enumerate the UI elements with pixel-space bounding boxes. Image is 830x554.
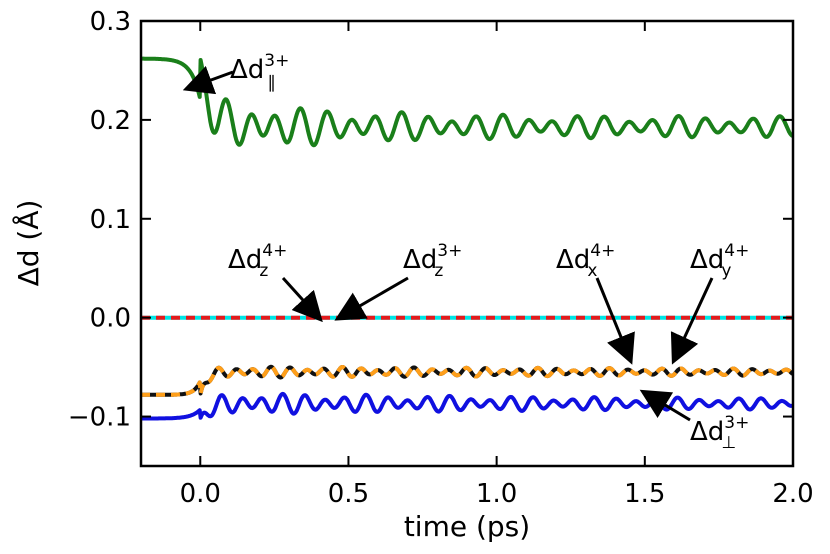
tick-layer: 0.0 0.5 1.0 1.5 2.0 −0.1 0.0 0.1 0.2 0.3 <box>68 7 814 509</box>
x-axis-label: time (ps) <box>404 510 530 543</box>
annotation-arrow-3 <box>595 277 635 365</box>
y-axis-label: Δd (Å) <box>11 200 45 287</box>
annotation-layer: Δd3+ ∥ Δd4+ z Δd3+ z Δd4+ x Δd4+ y Δd3+ ⊥ <box>228 51 749 453</box>
annotation-arrow-5 <box>639 389 691 422</box>
y-tick-label: 0.0 <box>90 304 131 334</box>
series-layer <box>139 56 795 421</box>
series-line-0 <box>139 56 794 148</box>
y-tick-label: 0.1 <box>90 205 131 235</box>
annotation-arrow-4 <box>670 277 714 365</box>
series-line-4 <box>139 364 795 397</box>
series-line-5 <box>139 391 794 421</box>
annotation-dpar3: Δd3+ ∥ <box>230 51 289 93</box>
annotation-dx4: Δd4+ x <box>556 241 615 281</box>
y-tick-label: 0.3 <box>90 7 131 37</box>
x-tick-label: 1.0 <box>476 479 517 509</box>
plot-frame <box>139 19 795 468</box>
x-tick-label: 2.0 <box>772 479 813 509</box>
annotation-arrow-0 <box>182 65 234 95</box>
annotation-dz4: Δd4+ z <box>228 241 287 281</box>
annotation-dz3: Δd3+ z <box>403 241 462 281</box>
y-tick-label: −0.1 <box>68 403 131 433</box>
x-tick-label: 1.5 <box>624 479 665 509</box>
arrow-layer <box>182 65 714 422</box>
annotation-dy4: Δd4+ y <box>690 241 749 281</box>
x-tick-label: 0.0 <box>180 479 221 509</box>
annotation-arrow-1 <box>281 276 323 323</box>
annotation-dperp3: Δd3+ ⊥ <box>690 413 749 453</box>
annotation-arrow-2 <box>334 276 409 321</box>
y-tick-label: 0.2 <box>90 106 131 136</box>
x-tick-label: 0.5 <box>328 479 369 509</box>
